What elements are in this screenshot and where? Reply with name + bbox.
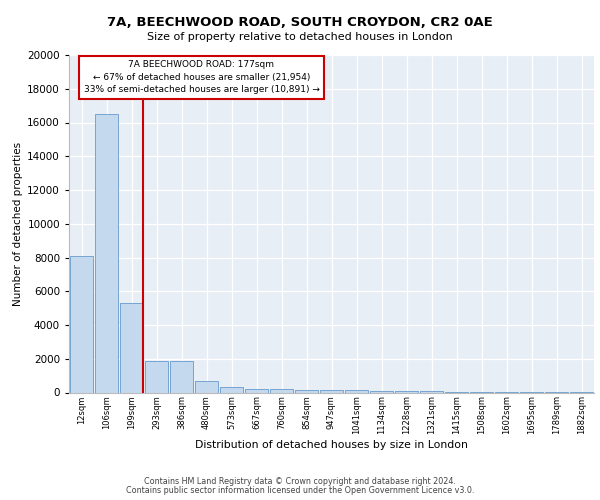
Bar [95, 114, 118, 392]
Bar [269, 389, 293, 392]
Bar [145, 362, 169, 392]
Bar [295, 390, 319, 392]
Bar [245, 388, 268, 392]
Bar [220, 388, 244, 392]
Bar [70, 256, 94, 392]
Bar [170, 362, 193, 392]
Bar [194, 380, 218, 392]
Bar [370, 391, 394, 392]
Text: Size of property relative to detached houses in London: Size of property relative to detached ho… [147, 32, 453, 42]
X-axis label: Distribution of detached houses by size in London: Distribution of detached houses by size … [195, 440, 468, 450]
Text: Contains public sector information licensed under the Open Government Licence v3: Contains public sector information licen… [126, 486, 474, 495]
Y-axis label: Number of detached properties: Number of detached properties [13, 142, 23, 306]
Text: 7A BEECHWOOD ROAD: 177sqm
← 67% of detached houses are smaller (21,954)
33% of s: 7A BEECHWOOD ROAD: 177sqm ← 67% of detac… [83, 60, 319, 94]
Bar [344, 390, 368, 392]
Bar [320, 390, 343, 392]
Text: Contains HM Land Registry data © Crown copyright and database right 2024.: Contains HM Land Registry data © Crown c… [144, 477, 456, 486]
Bar [395, 391, 418, 392]
Bar [119, 303, 143, 392]
Text: 7A, BEECHWOOD ROAD, SOUTH CROYDON, CR2 0AE: 7A, BEECHWOOD ROAD, SOUTH CROYDON, CR2 0… [107, 16, 493, 29]
